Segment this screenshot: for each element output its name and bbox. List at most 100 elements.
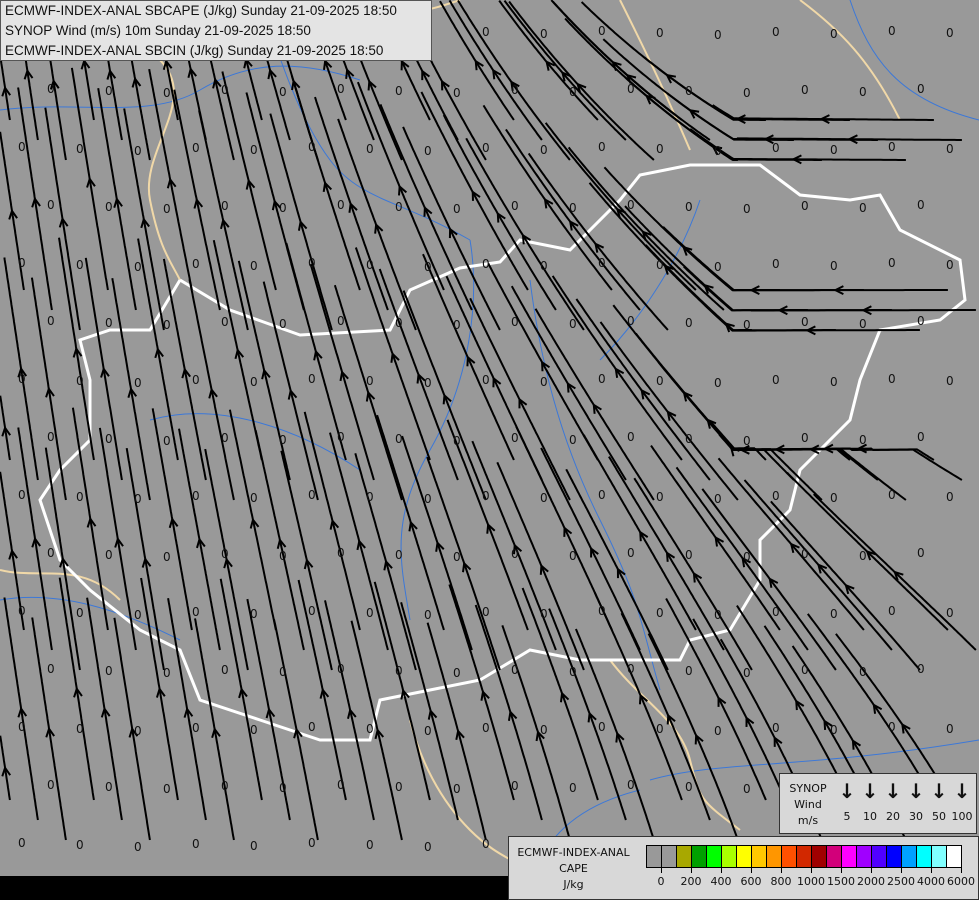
- streamline-arrowhead-icon: [480, 689, 490, 701]
- streamline-arrowhead-icon: [510, 80, 520, 92]
- streamline-arrowhead-icon: [193, 197, 204, 209]
- streamline-arrowhead-icon: [31, 196, 41, 208]
- cin-value: 0: [47, 430, 55, 444]
- streamline-arrowhead-icon: [113, 196, 123, 208]
- cin-value: 0: [685, 432, 693, 446]
- cape-color-box: [932, 846, 947, 867]
- streamline-arrowhead-icon: [462, 561, 472, 573]
- cin-value: 0: [76, 490, 84, 504]
- cin-value: 0: [569, 781, 577, 795]
- cin-value: 0: [714, 144, 722, 158]
- cin-value: 0: [540, 27, 548, 41]
- streamline-arrowhead-icon: [1, 425, 12, 437]
- streamline-arrowhead-icon: [155, 686, 166, 698]
- cape-tick-label: 200: [680, 875, 702, 888]
- streamline-arrowhead-icon: [474, 59, 484, 71]
- streamline-arrowhead-icon: [49, 78, 60, 90]
- cape-color-box: [647, 846, 662, 867]
- streamline-arrowhead-icon: [297, 219, 308, 231]
- cin-value: 0: [18, 836, 26, 850]
- cin-value: 0: [917, 662, 925, 676]
- streamline-arrowhead-icon: [140, 217, 150, 229]
- cin-value: 0: [337, 198, 345, 212]
- wind-legend-value: 20: [886, 810, 900, 823]
- cin-value: 0: [424, 724, 432, 738]
- cin-value: 0: [888, 488, 896, 502]
- map-title-box: ECMWF-INDEX-ANAL SBCAPE (J/kg) Sunday 21…: [0, 0, 432, 61]
- streamline: [580, 1, 766, 121]
- streamline-arrowhead-icon: [154, 347, 164, 359]
- streamline-arrowhead-icon: [789, 542, 800, 554]
- streamline-arrowhead-icon: [339, 369, 349, 382]
- cin-value: 0: [18, 256, 26, 270]
- cin-value: 0: [105, 84, 113, 98]
- cin-value: 0: [47, 198, 55, 212]
- cin-value: 0: [337, 778, 345, 792]
- cin-value: 0: [917, 546, 925, 560]
- cin-value: 0: [714, 608, 722, 622]
- cin-value: 0: [569, 665, 577, 679]
- cin-value: 0: [453, 86, 461, 100]
- cape-legend-title-line: CAPE: [559, 862, 588, 875]
- streamline-arrowhead-icon: [238, 687, 248, 699]
- cin-value: 0: [917, 314, 925, 328]
- cin-value: 0: [859, 549, 867, 563]
- cin-value: 0: [395, 780, 403, 794]
- cin-value: 0: [47, 82, 55, 96]
- wind-legend-title-line: Wind: [794, 798, 822, 811]
- streamline-arrowhead-icon: [348, 201, 358, 213]
- cin-value: 0: [76, 838, 84, 852]
- cin-value: 0: [250, 607, 258, 621]
- cin-value: 0: [656, 374, 664, 388]
- cin-value: 0: [540, 491, 548, 505]
- streamline-arrowhead-icon: [106, 68, 117, 80]
- streamline-arrowhead-icon: [208, 387, 218, 399]
- cin-value: 0: [511, 779, 519, 793]
- cin-value: 0: [134, 724, 142, 738]
- cape-color-box: [812, 846, 827, 867]
- cape-tick-label: 1000: [797, 875, 825, 888]
- cin-value: 0: [18, 372, 26, 386]
- cin-value: 0: [685, 84, 693, 98]
- cin-value: 0: [250, 143, 258, 157]
- cin-value: 0: [743, 550, 751, 564]
- cape-color-box: [692, 846, 707, 867]
- streamline: [548, 608, 627, 821]
- cin-value: 0: [395, 316, 403, 330]
- cin-value: 0: [598, 24, 606, 38]
- streamline-arrowhead-icon: [322, 180, 333, 193]
- cin-value: 0: [627, 778, 635, 792]
- cin-value: 0: [221, 315, 229, 329]
- cin-value: 0: [453, 318, 461, 332]
- cape-color-box: [722, 846, 737, 867]
- cin-value: 0: [482, 605, 490, 619]
- cin-value: 0: [598, 720, 606, 734]
- cin-value: 0: [337, 82, 345, 96]
- cin-value: 0: [830, 375, 838, 389]
- cin-value: 0: [569, 549, 577, 563]
- cin-value: 0: [424, 144, 432, 158]
- cin-value: 0: [511, 315, 519, 329]
- cin-value: 0: [598, 488, 606, 502]
- streamline-arrowhead-icon: [400, 688, 410, 700]
- cape-color-box: [917, 846, 932, 867]
- streamline: [400, 602, 459, 821]
- cin-value: 0: [76, 142, 84, 156]
- cin-value: 0: [47, 778, 55, 792]
- streamline-arrowhead-icon: [576, 82, 587, 94]
- cin-value: 0: [424, 608, 432, 622]
- wind-legend-title: SYNOP Wind m/s: [784, 781, 832, 829]
- streamline-arrowhead-icon: [212, 77, 222, 89]
- cin-value: 0: [511, 547, 519, 561]
- streamline: [620, 612, 711, 821]
- cin-value: 0: [859, 85, 867, 99]
- streamline-arrowhead-icon: [265, 707, 276, 719]
- cin-value: 0: [946, 374, 954, 388]
- streamline-arrowhead-icon: [805, 325, 816, 336]
- cape-tick: [811, 867, 812, 873]
- wind-legend-item: ↓ 50: [928, 780, 950, 823]
- cin-value: 0: [134, 492, 142, 506]
- cin-value: 0: [685, 780, 693, 794]
- cin-value: 0: [511, 199, 519, 213]
- cin-value: 0: [511, 431, 519, 445]
